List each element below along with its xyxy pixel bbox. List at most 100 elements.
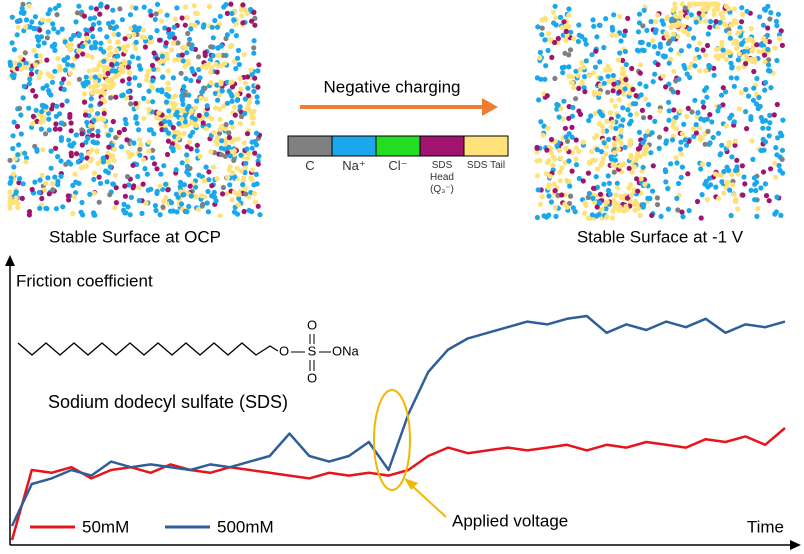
- particle: [208, 149, 214, 155]
- particle: [583, 41, 589, 47]
- particle: [598, 75, 604, 81]
- particle: [713, 184, 719, 190]
- particle: [777, 35, 783, 42]
- key-label: Na⁺: [342, 158, 366, 173]
- particle: [122, 36, 128, 42]
- particle: [636, 11, 643, 17]
- particle: [609, 24, 615, 30]
- particle: [255, 68, 261, 74]
- particle: [739, 11, 746, 17]
- particle: [671, 68, 677, 74]
- particle: [639, 39, 645, 46]
- particle: [573, 68, 579, 74]
- particle: [644, 27, 650, 33]
- particle: [46, 127, 52, 133]
- particle: [189, 66, 195, 72]
- particle: [600, 113, 606, 119]
- particle: [122, 193, 128, 199]
- particle: [765, 46, 771, 53]
- particle: [222, 153, 228, 159]
- particle: [743, 61, 749, 67]
- particle: [52, 68, 58, 74]
- particle: [144, 171, 150, 177]
- particle: [180, 123, 186, 129]
- particle: [17, 105, 23, 111]
- particle: [618, 127, 624, 133]
- particle: [50, 181, 56, 187]
- particle: [149, 62, 156, 68]
- particle: [570, 104, 576, 111]
- particle: [768, 10, 774, 16]
- particle: [214, 69, 220, 75]
- particle: [12, 60, 18, 66]
- particle: [219, 88, 225, 94]
- particle: [597, 191, 604, 197]
- particle: [242, 110, 248, 117]
- particle: [23, 159, 29, 165]
- particle: [214, 82, 220, 88]
- particle: [592, 64, 599, 70]
- particle: [164, 151, 171, 158]
- particle: [730, 182, 736, 188]
- particle: [84, 31, 90, 38]
- particle: [226, 134, 232, 141]
- particle: [146, 148, 152, 154]
- particle: [545, 30, 552, 37]
- particle: [111, 57, 117, 63]
- particle: [175, 40, 181, 46]
- particle: [576, 149, 582, 155]
- particle: [104, 34, 110, 40]
- particle: [205, 209, 211, 215]
- particle: [577, 111, 584, 117]
- particle: [553, 213, 559, 219]
- particle: [78, 209, 84, 215]
- particle: [40, 85, 46, 91]
- particle: [184, 209, 190, 215]
- particle: [62, 67, 68, 73]
- particle: [44, 206, 50, 212]
- particle: [150, 155, 156, 161]
- particle: [15, 24, 21, 30]
- particle: [58, 158, 64, 164]
- particle: [179, 15, 185, 21]
- y-axis-label: Friction coefficient: [16, 271, 153, 290]
- particle: [668, 47, 674, 53]
- particle: [636, 129, 643, 135]
- particle: [655, 50, 661, 57]
- particle: [148, 39, 155, 45]
- particle: [575, 73, 581, 79]
- particle: [11, 119, 17, 125]
- particle: [622, 86, 628, 92]
- particle: [666, 117, 672, 123]
- particle: [634, 111, 640, 117]
- particle: [233, 21, 239, 27]
- particle: [546, 158, 552, 164]
- particle: [680, 214, 686, 220]
- particle: [89, 147, 95, 153]
- particle: [608, 124, 615, 130]
- particle: [98, 100, 104, 106]
- particle: [723, 56, 729, 62]
- particle: [593, 48, 599, 54]
- particle: [208, 44, 214, 50]
- particle: [15, 204, 21, 211]
- particle: [110, 181, 117, 187]
- particle: [186, 92, 192, 98]
- particle: [23, 155, 29, 161]
- particle: [162, 25, 168, 31]
- particle: [175, 135, 181, 141]
- particle: [165, 80, 171, 86]
- particle: [230, 170, 236, 176]
- particle: [668, 86, 674, 92]
- particle: [67, 111, 73, 118]
- particle: [615, 135, 621, 141]
- particle: [740, 192, 746, 198]
- particle: [54, 12, 60, 18]
- particle: [243, 160, 249, 166]
- particle: [68, 120, 74, 126]
- particle: [583, 58, 589, 64]
- particle: [550, 162, 556, 168]
- particle: [756, 94, 762, 101]
- particle: [232, 137, 238, 143]
- particle: [224, 10, 230, 16]
